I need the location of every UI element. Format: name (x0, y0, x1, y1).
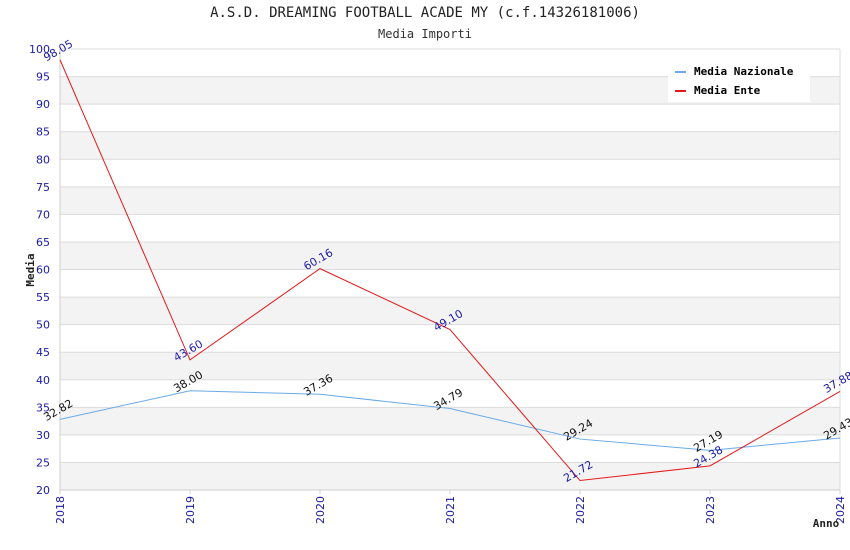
y-tick-label: 70 (36, 208, 50, 221)
x-tick-label: 2020 (314, 496, 327, 524)
x-tick-labels: 2018 2019 2020 2021 2022 2023 2024 (54, 496, 847, 524)
series-lines (59, 59, 841, 482)
y-tick-label: 25 (36, 456, 50, 469)
x-tick-label: 2024 (834, 496, 847, 524)
data-label: 98.05 (41, 37, 75, 64)
x-tick-label: 2022 (574, 496, 587, 524)
y-tick-label: 55 (36, 291, 50, 304)
y-tick-label: 35 (36, 401, 50, 414)
chart-subtitle: Media Importi (378, 27, 472, 41)
grid-band (60, 186, 840, 215)
y-tick-label: 90 (36, 98, 50, 111)
chart-title: A.S.D. DREAMING FOOTBALL ACADE MY (c.f.1… (210, 5, 640, 21)
y-tick-label: 85 (36, 126, 50, 139)
y-axis-label: Media (24, 253, 37, 286)
axes (59, 49, 841, 494)
grid-band (60, 462, 840, 490)
grid-band (60, 131, 840, 160)
x-tick-label: 2021 (444, 496, 457, 524)
y-tick-label: 95 (36, 71, 50, 84)
grid-band (60, 241, 840, 270)
y-tick-label: 45 (36, 346, 50, 359)
y-tick-label: 80 (36, 153, 50, 166)
x-tick-label: 2023 (704, 496, 717, 524)
grid-band (60, 297, 840, 325)
y-tick-label: 100 (29, 43, 50, 56)
legend: Media Nazionale Media Ente (668, 60, 810, 102)
grid-band (60, 407, 840, 435)
series-line-ente (59, 59, 841, 482)
y-tick-label: 20 (36, 484, 50, 497)
y-tick-label: 60 (36, 264, 50, 277)
x-tick-label: 2019 (184, 496, 197, 524)
legend-box (668, 60, 810, 102)
legend-entry: Media Nazionale (694, 65, 794, 78)
y-tick-label: 30 (36, 429, 50, 442)
x-tick-label: 2018 (54, 496, 67, 524)
series-line-nazionale (59, 390, 841, 451)
x-axis-label: Anno (813, 517, 840, 530)
y-tick-labels: 20 25 30 35 40 45 50 55 60 65 70 75 80 85 90 95 100 (29, 43, 50, 497)
y-tick-label: 50 (36, 319, 50, 332)
grid-bands (60, 76, 840, 490)
y-tick-label: 75 (36, 181, 50, 194)
legend-entry: Media Ente (694, 84, 761, 97)
y-tick-label: 40 (36, 374, 50, 387)
y-tick-label: 65 (36, 236, 50, 249)
grid-band (60, 352, 840, 380)
